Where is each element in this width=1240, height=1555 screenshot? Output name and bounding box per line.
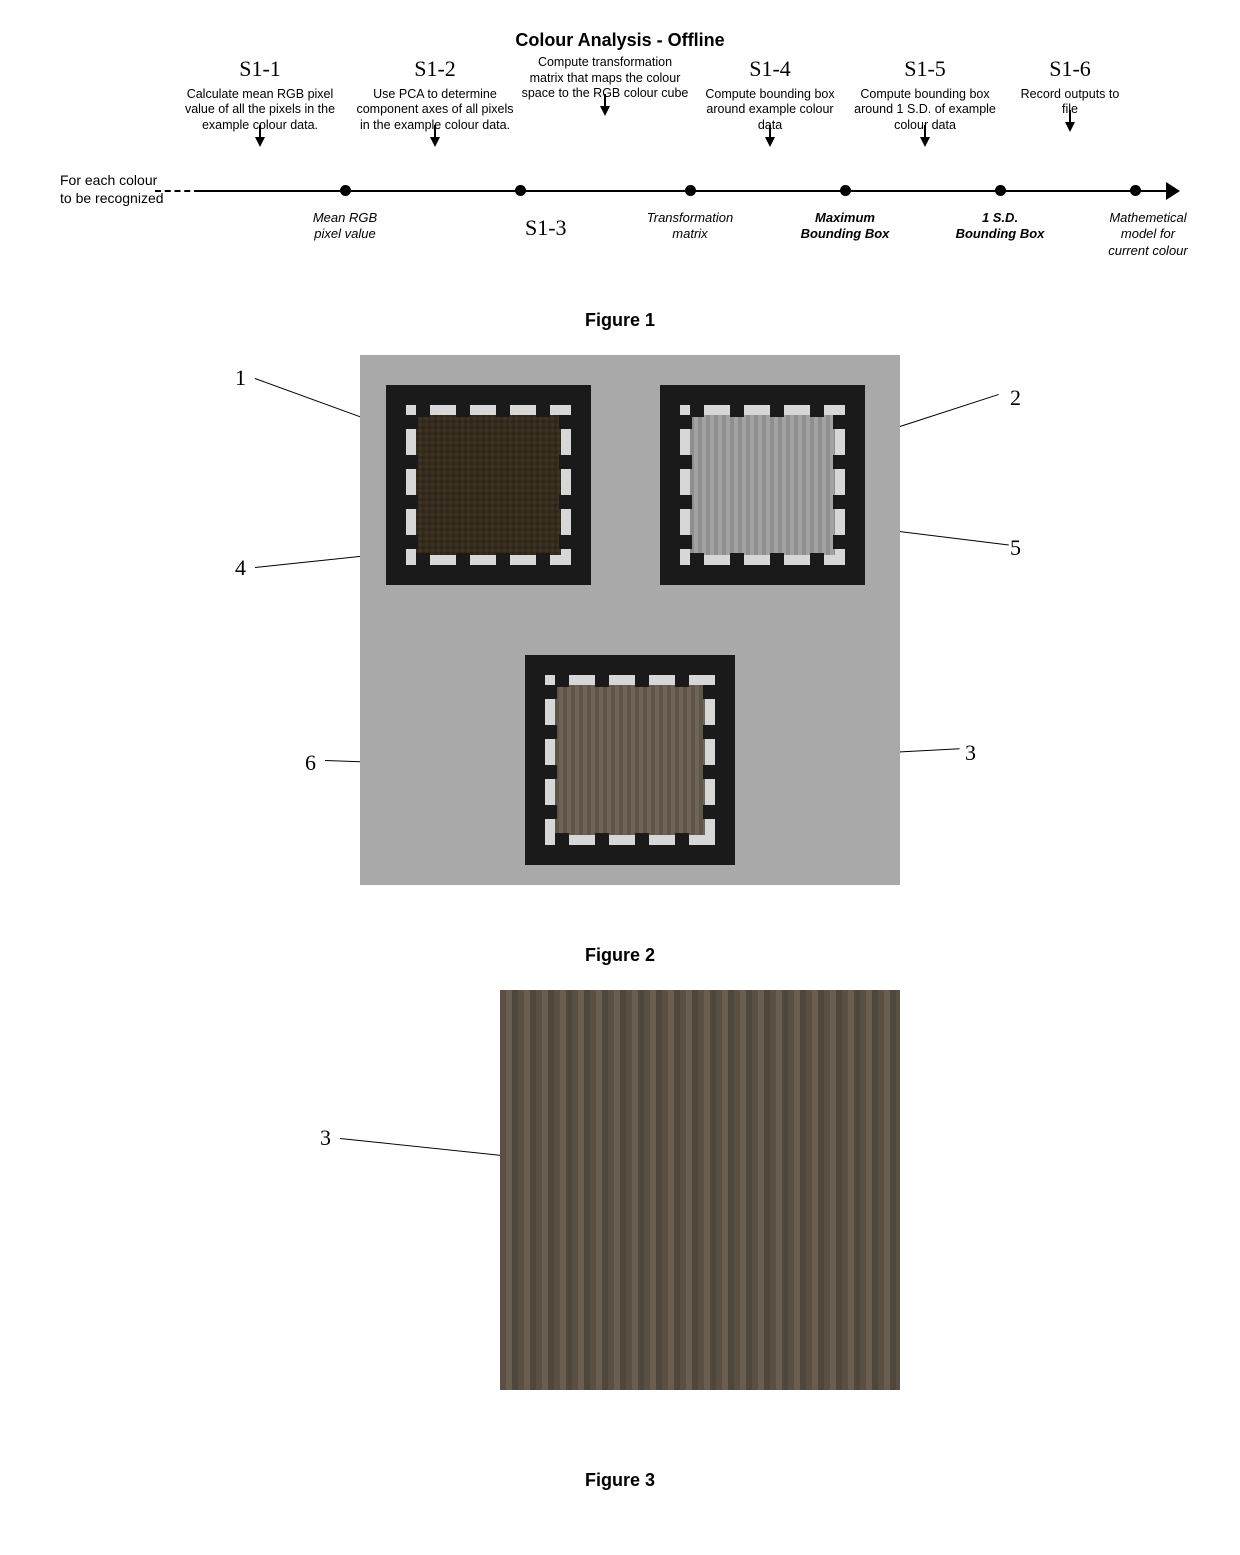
fiducial-tooth — [833, 455, 845, 469]
fiducial-tooth — [595, 675, 609, 687]
fiducial-tooth — [770, 405, 784, 417]
timeline-node — [1130, 185, 1141, 196]
step-s1-2: S1-2Use PCA to determine component axes … — [355, 55, 515, 147]
down-arrow-icon — [255, 137, 265, 147]
timeline-output: Mean RGB pixel value — [285, 210, 405, 243]
figure-2-caption: Figure 2 — [60, 945, 1180, 966]
timeline-node — [995, 185, 1006, 196]
fiducial-tooth — [810, 553, 824, 565]
timeline-arrow-icon — [1166, 182, 1180, 200]
down-arrow-icon — [430, 137, 440, 147]
swatch-1 — [416, 415, 561, 555]
step-label: S1-4 — [695, 55, 845, 83]
fiducial-tooth — [833, 495, 845, 509]
step-s1-1: S1-1Calculate mean RGB pixel value of al… — [180, 55, 340, 147]
figure-1: Colour Analysis - Offline For each colou… — [60, 30, 1180, 300]
step-label: S1-1 — [180, 55, 340, 83]
fiducial-tooth — [680, 535, 692, 549]
fiducial-tooth — [559, 455, 571, 469]
fiducial-tooth — [416, 553, 430, 565]
timeline-node — [515, 185, 526, 196]
timeline-output: Maximum Bounding Box — [780, 210, 910, 243]
fiducial-tooth — [810, 405, 824, 417]
fiducial-tooth — [496, 405, 510, 417]
fiducial-tooth — [703, 685, 715, 699]
figure-1-caption: Figure 1 — [60, 310, 1180, 331]
fiducial-tooth — [675, 675, 689, 687]
fiducial-tooth — [703, 725, 715, 739]
fiducial-tooth — [536, 405, 550, 417]
fiducial-tooth — [559, 495, 571, 509]
step-s1-5: S1-5Compute bounding box around 1 S.D. o… — [845, 55, 1005, 147]
fiducial-tooth — [559, 415, 571, 429]
timeline-node — [340, 185, 351, 196]
callout-3b: 3 — [320, 1125, 331, 1151]
fiducial-tooth — [690, 405, 704, 417]
down-arrow-icon — [920, 137, 930, 147]
step-label: S1-6 — [1015, 55, 1125, 83]
fiducial-tooth — [559, 535, 571, 549]
fiducial-tooth — [536, 553, 550, 565]
down-arrow-icon — [600, 106, 610, 116]
callout-4: 4 — [235, 555, 246, 581]
fiducial-tooth — [545, 805, 557, 819]
fiducial-tooth — [690, 553, 704, 565]
step-label: S1-2 — [355, 55, 515, 83]
fiducial-tooth — [456, 553, 470, 565]
figure-2: 1 4 6 2 5 3 — [60, 355, 1180, 915]
fiducial-tooth — [555, 833, 569, 845]
callout-6: 6 — [305, 750, 316, 776]
fiducial-tooth — [555, 675, 569, 687]
fiducial-tooth — [680, 455, 692, 469]
fiducial-tooth — [833, 415, 845, 429]
figure-2-photo — [360, 355, 900, 885]
fiducial-tooth — [680, 495, 692, 509]
timeline-output: Mathemetical model for current colour — [1078, 210, 1218, 259]
step-label-below: S1-3 — [525, 215, 567, 241]
step-label: S1-5 — [845, 55, 1005, 83]
fiducial-tooth — [416, 405, 430, 417]
down-arrow-icon — [1065, 122, 1075, 132]
fiducial-tooth — [675, 833, 689, 845]
fiducial-tooth — [406, 455, 418, 469]
figure-3-caption: Figure 3 — [60, 1470, 1180, 1491]
page: Colour Analysis - Offline For each colou… — [0, 0, 1240, 1555]
fiducial-tooth — [595, 833, 609, 845]
timeline-node — [685, 185, 696, 196]
fiducial-tooth — [703, 765, 715, 779]
callout-5: 5 — [1010, 535, 1021, 561]
timeline-node — [840, 185, 851, 196]
step-s1-6: S1-6Record outputs to file — [1015, 55, 1125, 132]
fiducial-tooth — [406, 535, 418, 549]
fiducial-tooth — [545, 725, 557, 739]
swatch-3 — [555, 685, 705, 835]
fiducial-tooth — [545, 685, 557, 699]
fiducial-tooth — [730, 405, 744, 417]
down-arrow-icon — [765, 137, 775, 147]
fiducial-tooth — [770, 553, 784, 565]
fiducial-tooth — [496, 553, 510, 565]
fiducial-tooth — [406, 495, 418, 509]
fiducial-tooth — [545, 765, 557, 779]
figure-1-title: Colour Analysis - Offline — [515, 30, 724, 51]
fiducial-tooth — [703, 805, 715, 819]
callout-2: 2 — [1010, 385, 1021, 411]
fiducial-tooth — [833, 535, 845, 549]
figure-3: 3 — [60, 990, 1180, 1470]
timeline-output: 1 S.D. Bounding Box — [935, 210, 1065, 243]
timeline-dash — [155, 190, 200, 192]
fiducial-tooth — [730, 553, 744, 565]
callout-1: 1 — [235, 365, 246, 391]
timeline-output: Transformation matrix — [625, 210, 755, 243]
swatch-2 — [690, 415, 835, 555]
fiducial-tooth — [635, 833, 649, 845]
fiducial-tooth — [406, 415, 418, 429]
fiducial-tooth — [635, 675, 649, 687]
figure-3-photo — [500, 990, 900, 1390]
fiducial-tooth — [680, 415, 692, 429]
step-s1-3: Compute transformation matrix that maps … — [520, 55, 690, 116]
callout-3: 3 — [965, 740, 976, 766]
step-s1-4: S1-4Compute bounding box around example … — [695, 55, 845, 147]
fiducial-tooth — [456, 405, 470, 417]
